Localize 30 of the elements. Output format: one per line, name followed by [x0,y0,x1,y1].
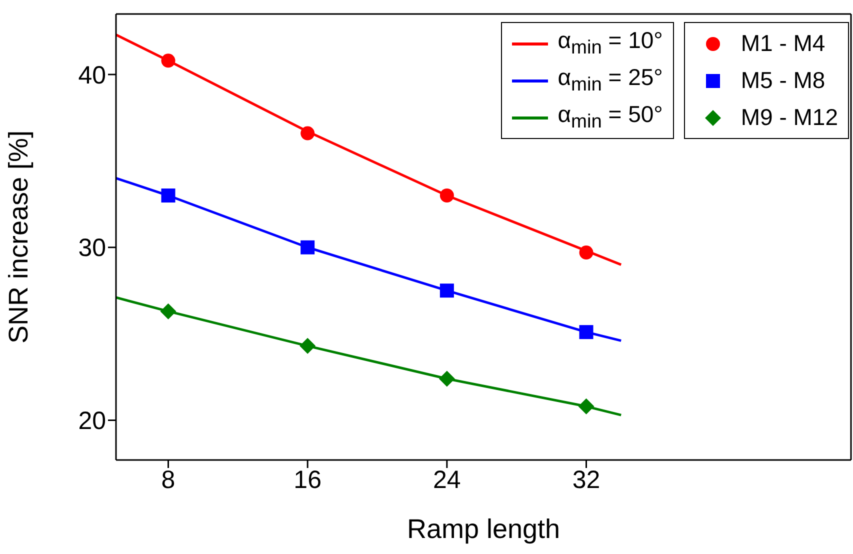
x-tick-label: 8 [161,466,176,494]
point [440,188,454,203]
x-tick-label: 24 [433,466,461,494]
legend-label: α$_{min}$ = 10° [558,27,663,60]
x-tick-label: 32 [572,466,600,494]
point [440,284,454,298]
legend-label: M5 - M8 [740,67,826,94]
legend-label: α$_{min}$ = 25° [558,64,663,97]
point [578,398,594,414]
legend-label: α$_{min}$ = 50° [558,101,663,134]
point [579,246,594,260]
point [160,303,176,320]
point [300,126,315,140]
legend-label: M9 - M12 [740,104,838,131]
y-axis-title: SNR increase [%] [4,130,34,344]
y-tick-label: 20 [78,407,106,436]
x-axis-title: Ramp length [406,514,560,544]
x-tick-label: 16 [294,466,322,494]
line-series [116,33,622,266]
point [438,370,455,387]
point [300,338,316,354]
point [161,188,176,203]
line-series [116,176,622,342]
y-tick-label: 30 [78,234,106,262]
point [161,54,176,68]
point [579,325,594,340]
y-tick-label: 40 [78,61,106,90]
point [300,240,315,254]
legend-label: M1 - M4 [740,30,826,57]
line-series [116,296,622,416]
